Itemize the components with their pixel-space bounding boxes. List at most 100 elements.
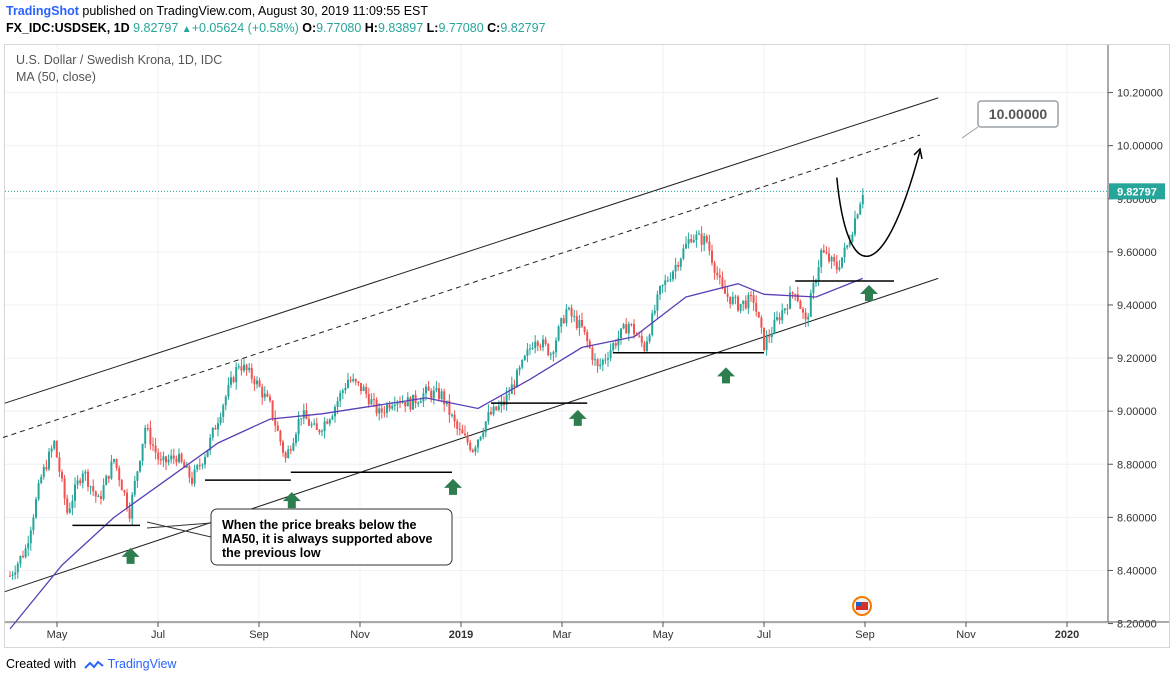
candle-body: [79, 480, 82, 483]
channel-middle-line: [0, 134, 921, 440]
created-with-label: Created with: [6, 657, 77, 671]
candle-body: [175, 458, 178, 463]
candle-body: [755, 302, 758, 312]
x-tick-label: Jul: [757, 629, 771, 641]
candle-body: [9, 575, 11, 577]
candle-body: [271, 400, 274, 419]
candle-body: [487, 411, 490, 422]
candle-body: [76, 480, 79, 485]
candle-body: [627, 323, 630, 334]
candle-body: [575, 316, 578, 328]
candle-body: [513, 384, 516, 388]
footer: Created with TradingView: [6, 657, 176, 671]
time-axis: May Jul Sep Nov 2019 Mar May Jul Sep Nov 2020: [5, 621, 1169, 641]
ohlc-bar: FX_IDC:USDSEK, 1D 9.82797 ▲+0.05624 (+0.…: [6, 21, 546, 35]
candles: [9, 188, 864, 580]
open-value: 9.77080: [316, 21, 362, 35]
candle-body: [87, 471, 89, 487]
candle-body: [209, 437, 212, 451]
support-up-arrow-icon: [568, 409, 587, 426]
candle-body: [339, 392, 342, 402]
candle-body: [365, 386, 368, 394]
support-up-arrow-icon: [717, 367, 735, 384]
candle-body: [40, 476, 43, 484]
publisher-name[interactable]: TradingShot: [6, 4, 79, 18]
candle-body: [630, 323, 633, 325]
y-tick-label: 9.40000: [1117, 300, 1157, 312]
candle-body: [586, 332, 589, 342]
annotations: 10.00000: [146, 100, 1059, 616]
candle-body: [201, 464, 204, 466]
y-tick-label: 9.00000: [1117, 406, 1157, 418]
candle-body: [19, 555, 22, 564]
candle-body: [167, 459, 170, 463]
candle-body: [393, 404, 396, 406]
candle-body: [518, 367, 521, 371]
tradingview-link[interactable]: TradingView: [107, 657, 177, 671]
candle-body: [55, 440, 58, 458]
candle-body: [266, 393, 269, 397]
x-tick-label: Mar: [553, 629, 572, 641]
candle-body: [261, 386, 264, 398]
last-price: 9.82797: [133, 21, 179, 35]
projection-curve: [836, 150, 921, 257]
candle-body: [583, 326, 586, 333]
candle-body: [539, 346, 542, 348]
candle-body: [227, 384, 230, 397]
candle-body: [672, 271, 674, 280]
candle-body: [802, 308, 804, 313]
candle-body: [841, 257, 843, 268]
candle-body: [523, 355, 526, 361]
candle-body: [120, 480, 123, 491]
candle-body: [115, 459, 118, 468]
ma50-line: [9, 277, 864, 630]
candle-body: [323, 421, 326, 432]
chart-title: U.S. Dollar / Swedish Krona, 1D, IDC: [16, 53, 223, 67]
candle-body: [284, 452, 287, 459]
candle-body: [232, 377, 235, 383]
candle-body: [204, 456, 206, 465]
low-value: 9.77080: [438, 21, 484, 35]
candle-body: [648, 335, 651, 342]
target-pointer: [961, 126, 979, 139]
candle-body: [596, 359, 599, 367]
candle-body: [640, 335, 643, 343]
candle-body: [123, 490, 126, 493]
candle-body: [146, 427, 149, 429]
candle-body: [607, 358, 609, 360]
candle-body: [651, 313, 654, 336]
candle-body: [198, 465, 201, 467]
candle-body: [835, 261, 838, 270]
candle-body: [718, 275, 721, 278]
candle-body: [861, 194, 864, 205]
support-up-arrow-icon: [444, 478, 462, 495]
candle-body: [461, 429, 464, 434]
candle-body: [27, 543, 30, 549]
ma50-polyline: [9, 277, 864, 630]
candle-body: [484, 421, 487, 433]
candle-body: [240, 366, 243, 371]
candle-body: [11, 574, 14, 576]
candle-body: [471, 449, 474, 452]
candle-body: [295, 434, 297, 443]
candle-body: [786, 308, 789, 310]
candle-body: [547, 343, 550, 356]
candle-body: [110, 461, 113, 479]
candle-body: [794, 293, 797, 295]
candle-body: [588, 341, 591, 348]
indicator-label[interactable]: MA (50, close): [16, 70, 96, 84]
candle-body: [419, 401, 422, 403]
candle-body: [211, 427, 214, 438]
candle-body: [305, 410, 308, 420]
candle-body: [315, 423, 318, 430]
candle-body: [336, 401, 339, 408]
candle-body: [287, 449, 290, 459]
candle-body: [833, 257, 836, 262]
candle-body: [14, 572, 17, 575]
candle-body: [308, 419, 310, 426]
candle-body: [443, 391, 446, 405]
candle-body: [297, 419, 300, 435]
candle-body: [149, 427, 152, 445]
candle-body: [466, 435, 469, 443]
